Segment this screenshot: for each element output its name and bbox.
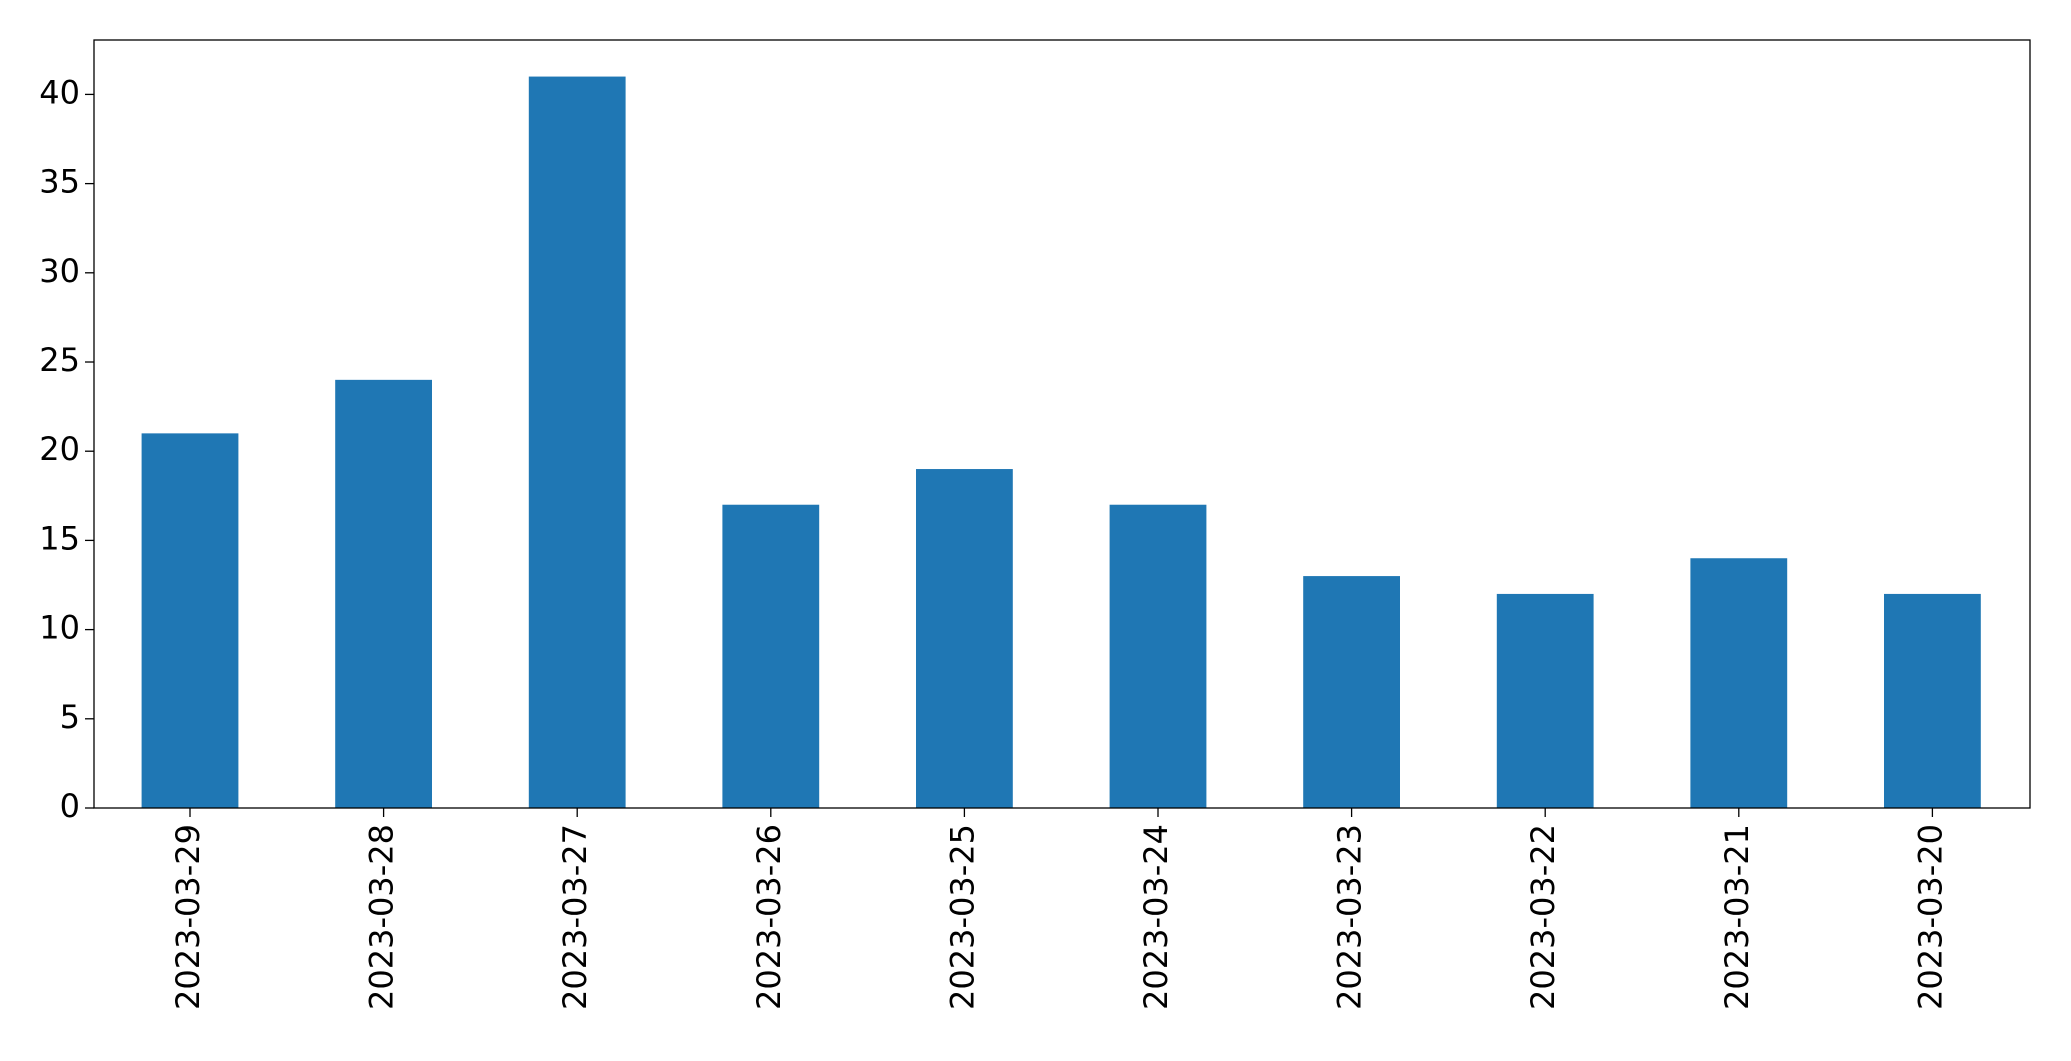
bar <box>1690 558 1788 808</box>
plot-frame <box>93 39 2031 809</box>
bar <box>1884 593 1981 808</box>
y-tick-label: 20 <box>39 430 80 468</box>
bar <box>335 379 432 808</box>
x-tick-label: 2023-03-24 <box>1137 824 1175 1010</box>
bar <box>141 433 239 808</box>
x-tick-label: 2023-03-22 <box>1524 824 1562 1010</box>
bar <box>528 76 626 809</box>
x-tick-label: 2023-03-26 <box>750 824 788 1010</box>
y-tick-label: 30 <box>39 252 80 290</box>
y-tick-label: 15 <box>39 519 80 557</box>
y-tick-label: 40 <box>39 73 80 111</box>
x-tick-label: 2023-03-23 <box>1331 824 1369 1010</box>
bar <box>1303 576 1400 808</box>
bar <box>722 504 820 808</box>
x-tick-label: 2023-03-20 <box>1911 824 1949 1010</box>
y-tick-label: 5 <box>60 698 80 736</box>
y-tick-label: 10 <box>39 609 80 647</box>
x-tick-label: 2023-03-21 <box>1718 824 1756 1010</box>
bar <box>1496 593 1594 808</box>
y-tick-label: 25 <box>39 341 80 379</box>
x-tick-label: 2023-03-29 <box>169 824 207 1010</box>
bar <box>916 469 1013 808</box>
x-tick-label: 2023-03-27 <box>556 824 594 1010</box>
y-tick-label: 0 <box>60 787 80 825</box>
bar <box>1109 504 1207 808</box>
y-tick-label: 35 <box>39 163 80 201</box>
x-tick-label: 2023-03-25 <box>943 824 981 1010</box>
x-tick-label: 2023-03-28 <box>363 824 401 1010</box>
